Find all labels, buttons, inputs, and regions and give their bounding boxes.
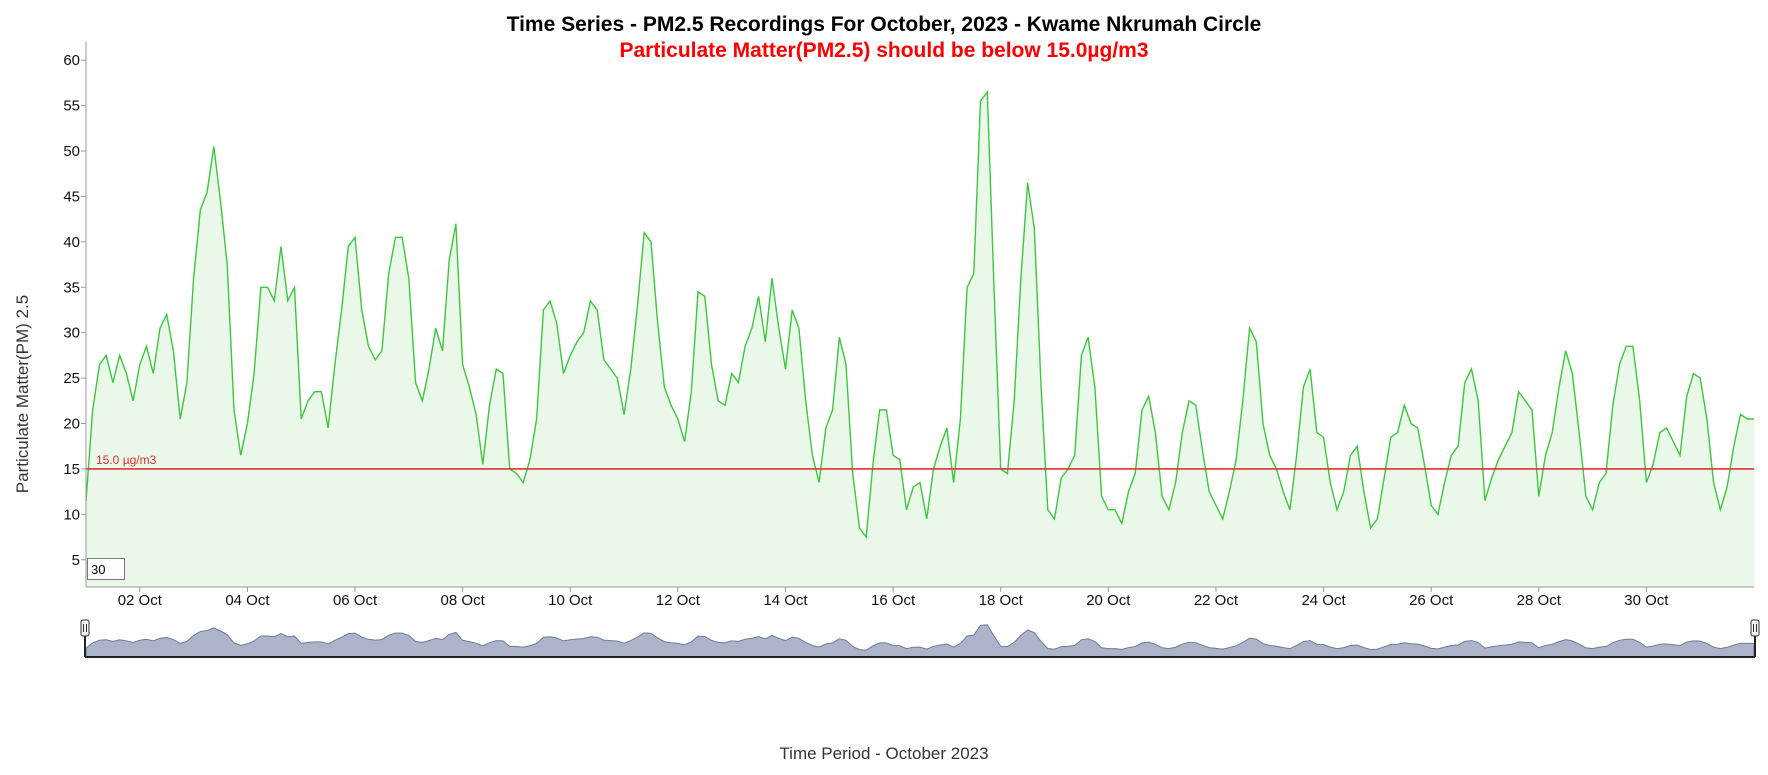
y-tick-label: 60 (63, 52, 80, 69)
x-tick-label: 10 Oct (548, 592, 593, 609)
x-tick-label: 12 Oct (656, 592, 701, 609)
x-tick-label: 14 Oct (763, 592, 808, 609)
range-navigator[interactable] (80, 619, 1760, 658)
threshold-label: 15.0 µg/m3 (96, 453, 157, 467)
x-tick-label: 22 Oct (1194, 592, 1239, 609)
y-tick-label: 10 (63, 506, 80, 523)
y-tick-label: 25 (63, 370, 80, 387)
series-area (86, 92, 1754, 587)
y-tick-label: 30 (63, 325, 80, 342)
series-line (85, 90, 1754, 539)
y-ticks: 5 10 15 20 25 30 35 40 45 50 55 60 (63, 52, 86, 569)
y-tick-label: 15 (63, 461, 80, 478)
rolling-window-input[interactable] (87, 558, 125, 580)
x-tick-label: 26 Oct (1409, 592, 1454, 609)
x-tick-label: 20 Oct (1086, 592, 1131, 609)
y-tick-label: 50 (63, 143, 80, 160)
y-tick-label: 55 (63, 98, 80, 115)
y-tick-label: 40 (63, 234, 80, 251)
chart-subtitle: Particulate Matter(PM2.5) should be belo… (619, 39, 1148, 62)
x-tick-label: 08 Oct (441, 592, 486, 609)
navigator-right-handle[interactable] (1750, 619, 1760, 637)
x-tick-label: 18 Oct (979, 592, 1024, 609)
x-tick-label: 28 Oct (1517, 592, 1562, 609)
x-tick-label: 04 Oct (225, 592, 270, 609)
y-tick-label: 45 (63, 188, 80, 205)
x-tick-label: 02 Oct (118, 592, 163, 609)
overview-series (85, 624, 1755, 658)
y-axis-label: Particulate Matter(PM) 2.5 (13, 295, 32, 493)
x-tick-label: 06 Oct (333, 592, 378, 609)
x-axis-label: Time Period - October 2023 (779, 744, 988, 763)
plot-area: 15.0 µg/m3 5 10 15 20 25 30 35 40 45 50 55 60 02 Oc… (63, 42, 1754, 609)
x-tick-label: 30 Oct (1624, 592, 1669, 609)
navigator-left-handle[interactable] (80, 619, 90, 637)
y-tick-label: 20 (63, 416, 80, 433)
x-tick-label: 16 Oct (871, 592, 916, 609)
chart-title: Time Series - PM2.5 Recordings For Octob… (507, 13, 1262, 36)
x-tick-label: 24 Oct (1301, 592, 1346, 609)
x-ticks: 02 Oct 04 Oct 06 Oct 08 Oct 10 Oct 12 Oct 14 O… (118, 587, 1669, 609)
y-tick-label: 35 (63, 279, 80, 296)
y-tick-label: 5 (72, 552, 80, 569)
